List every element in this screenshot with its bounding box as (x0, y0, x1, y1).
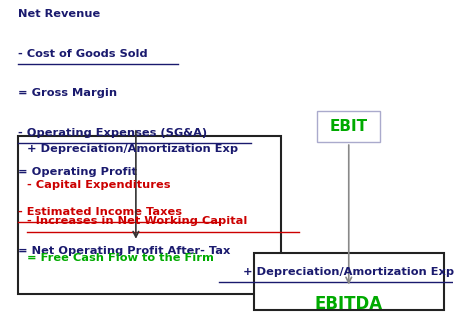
FancyBboxPatch shape (254, 253, 444, 310)
Text: Net Revenue: Net Revenue (18, 10, 100, 19)
Text: - Increases in Net Working Capital: - Increases in Net Working Capital (27, 217, 247, 226)
Text: = Operating Profit: = Operating Profit (18, 168, 137, 177)
Text: + Depreciation/Amortization Exp: + Depreciation/Amortization Exp (27, 144, 238, 154)
Text: - Cost of Goods Sold: - Cost of Goods Sold (18, 49, 148, 59)
Text: - Operating Expenses (SG&A): - Operating Expenses (SG&A) (18, 128, 207, 138)
Text: = Net Operating Profit After- Tax: = Net Operating Profit After- Tax (18, 246, 230, 256)
FancyBboxPatch shape (18, 136, 281, 294)
Text: EBITDA: EBITDA (315, 295, 383, 313)
Text: - Capital Expenditures: - Capital Expenditures (27, 180, 171, 190)
Text: EBIT: EBIT (330, 119, 368, 134)
Text: = Gross Margin: = Gross Margin (18, 88, 117, 99)
Text: = Free Cash Flow to the Firm: = Free Cash Flow to the Firm (27, 253, 214, 263)
FancyBboxPatch shape (317, 111, 381, 142)
Text: - Estimated Income Taxes: - Estimated Income Taxes (18, 207, 182, 217)
Text: + Depreciation/Amortization Exp: + Depreciation/Amortization Exp (243, 267, 454, 277)
